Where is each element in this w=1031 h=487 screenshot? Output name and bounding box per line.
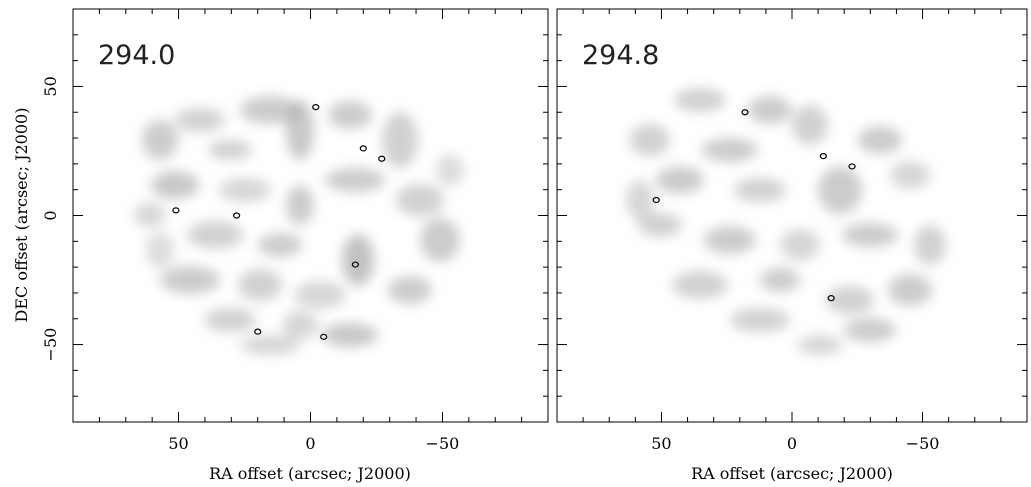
y-tick-label: −50	[41, 328, 60, 362]
grayscale-map-left	[134, 96, 464, 355]
contour	[233, 212, 241, 219]
contour	[351, 261, 359, 268]
contours-left	[172, 103, 386, 340]
x-tick-label: 0	[305, 434, 315, 453]
panel-right: 294.8 50 0 −50 RA offset (arcsec; J2000)	[556, 8, 1028, 483]
x-tick-label: 50	[168, 434, 188, 453]
contour	[172, 207, 180, 214]
contours-right	[652, 109, 856, 302]
contour	[652, 196, 660, 204]
contour	[819, 153, 827, 160]
y-tick-labels-left: 50 0 −50	[41, 76, 60, 361]
contour	[741, 109, 749, 116]
panel-left: 294.0 50 0 −50 50 0 −50 RA offset (arcsec; J…	[12, 8, 549, 483]
ticks-right	[557, 8, 1027, 423]
contour	[312, 103, 320, 111]
y-tick-label: 0	[41, 210, 60, 220]
x-tick-label: −50	[906, 434, 940, 453]
x-tick-labels-right: 50 0 −50	[651, 434, 939, 453]
x-axis-title-right: RA offset (arcsec; J2000)	[691, 464, 893, 483]
y-tick-label: 50	[41, 76, 60, 96]
ticks-left	[73, 8, 548, 423]
contour	[848, 163, 856, 170]
x-tick-label: 50	[651, 434, 671, 453]
y-axis-title: DEC offset (arcsec; J2000)	[12, 108, 31, 323]
panel-label-left: 294.0	[98, 40, 175, 71]
contour	[359, 145, 367, 152]
contour	[378, 155, 386, 162]
contour	[254, 328, 262, 335]
x-tick-label: 0	[787, 434, 797, 453]
grayscale-map-right	[626, 88, 946, 355]
x-tick-label: −50	[426, 434, 460, 453]
contour	[320, 333, 328, 340]
x-axis-title-left: RA offset (arcsec; J2000)	[209, 464, 411, 483]
contour	[827, 295, 835, 302]
panel-label-right: 294.8	[582, 40, 659, 71]
x-tick-labels-left: 50 0 −50	[168, 434, 459, 453]
